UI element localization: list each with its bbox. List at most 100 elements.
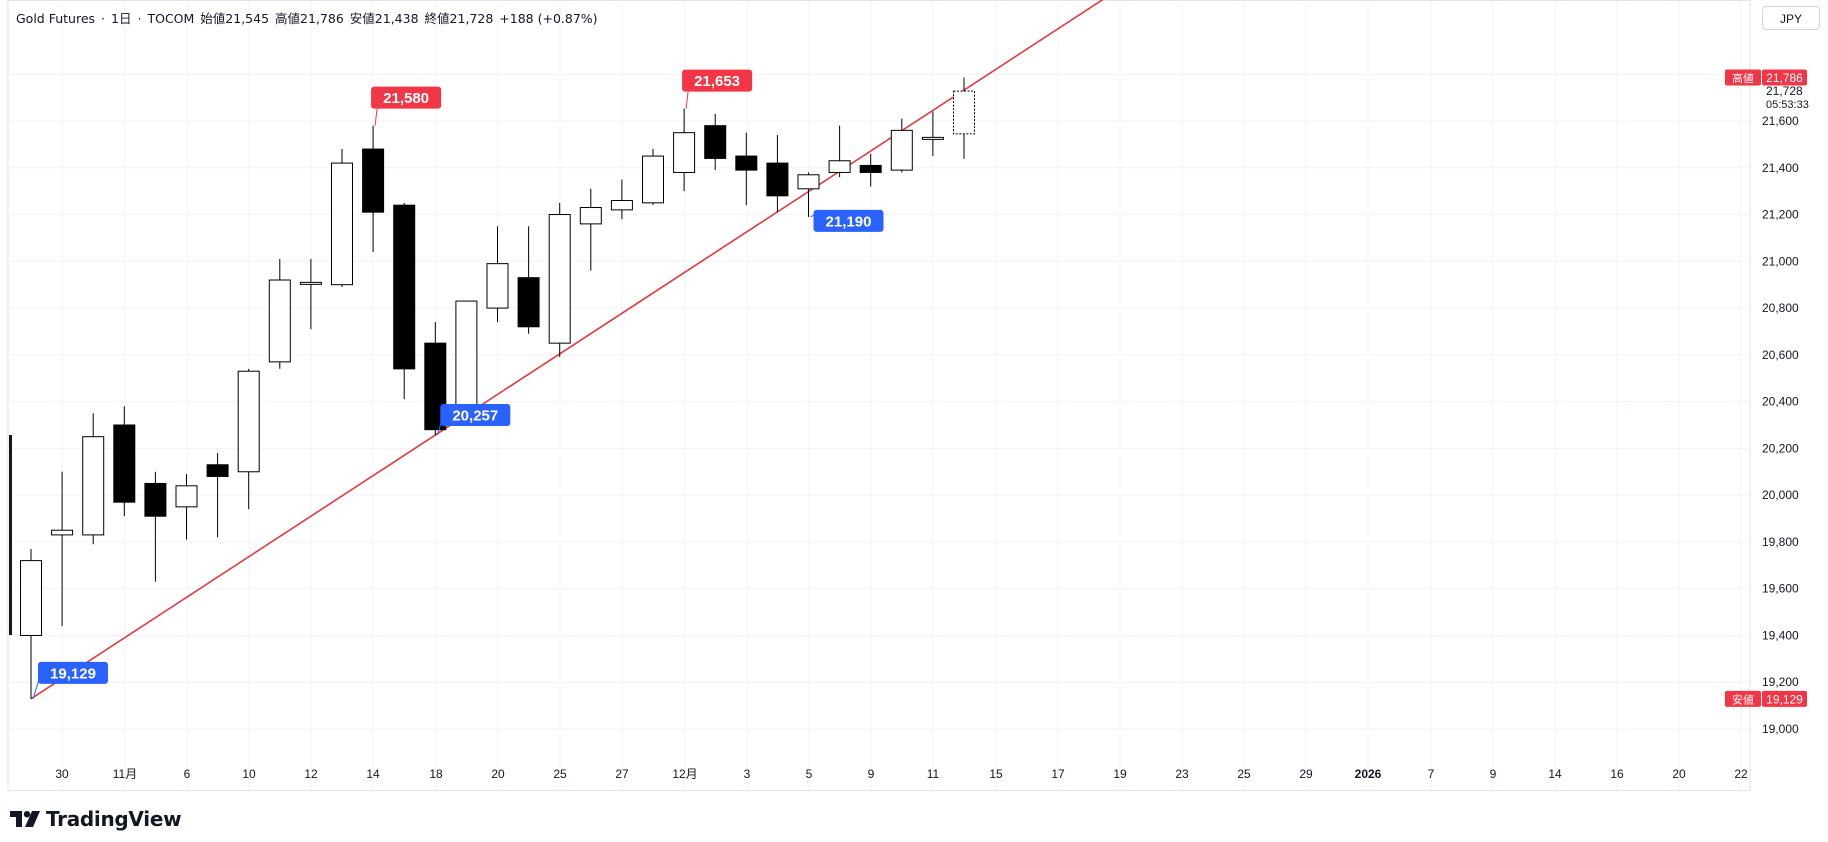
candle[interactable] <box>890 129 913 171</box>
y-tick-label: 21,000 <box>1762 254 1799 268</box>
candle[interactable] <box>51 529 74 536</box>
candle[interactable] <box>517 277 540 328</box>
x-tick-label: 9 <box>868 767 875 781</box>
x-tick-label: 30 <box>55 767 69 781</box>
candle[interactable] <box>579 207 602 225</box>
candle[interactable] <box>642 155 664 204</box>
candle[interactable] <box>610 200 633 211</box>
y-tick-label: 20,200 <box>1762 441 1799 455</box>
currency-button[interactable]: JPY <box>1762 6 1820 30</box>
last-price-value: 21,728 <box>1766 84 1803 98</box>
x-tick-label: 14 <box>1548 767 1562 781</box>
x-tick-label: 15 <box>989 767 1003 781</box>
trendline[interactable] <box>30 0 1145 700</box>
close-value: 終値21,728 <box>424 11 494 26</box>
candle[interactable] <box>331 162 353 286</box>
axis-badge-value: 21,786 <box>1766 71 1803 85</box>
x-tick-label: 16 <box>1610 767 1624 781</box>
candle[interactable] <box>113 424 136 503</box>
high-value: 高値21,786 <box>275 11 344 26</box>
low-value: 安値21,438 <box>349 11 419 26</box>
bar-countdown: 05:53:33 <box>1766 99 1809 111</box>
x-tick-label: 7 <box>1428 767 1435 781</box>
x-tick-label: 22 <box>1734 767 1748 781</box>
price-label-box[interactable] <box>38 661 108 684</box>
axis-badge-label: 安値 <box>1732 692 1754 706</box>
candle[interactable] <box>735 155 758 171</box>
x-tick-label: 17 <box>1051 767 1065 781</box>
x-tick-label: 11月 <box>113 767 137 781</box>
x-tick-label: 25 <box>553 767 567 781</box>
price-label-box[interactable] <box>371 86 442 109</box>
candle[interactable] <box>548 214 571 344</box>
axis-badge-tag <box>1725 690 1761 707</box>
y-tick-label: 21,600 <box>1762 114 1799 128</box>
x-tick-label: 9 <box>1490 767 1497 781</box>
candle[interactable] <box>206 464 229 477</box>
candle[interactable] <box>268 279 291 363</box>
candle[interactable] <box>859 164 882 173</box>
y-tick-label: 21,200 <box>1762 208 1799 222</box>
axis-badge-value: 19,129 <box>1766 692 1803 706</box>
price-label-text: 19,129 <box>50 665 96 682</box>
x-tick-label: 20 <box>491 767 505 781</box>
y-tick-label: 19,600 <box>1762 582 1799 596</box>
candle[interactable] <box>362 148 385 213</box>
x-tick-label: 20 <box>1672 767 1686 781</box>
header-separator: · <box>137 11 142 26</box>
candle[interactable] <box>237 370 260 473</box>
x-tick-label: 5 <box>806 767 813 781</box>
x-tick-label: 11 <box>927 767 940 781</box>
x-tick-label: 23 <box>1175 767 1189 781</box>
symbol-header: Gold Futures · 1日 · TOCOM 始値21,545 高値21,786 安値2… <box>16 8 604 27</box>
candle[interactable] <box>299 281 322 285</box>
candle[interactable] <box>175 485 198 508</box>
y-tick-label: 19,800 <box>1762 535 1799 549</box>
price-label-text: 20,257 <box>452 408 498 425</box>
price-label-text: 21,190 <box>826 213 872 230</box>
axis-badge-label: 高値 <box>1732 71 1754 85</box>
candle[interactable] <box>953 90 975 135</box>
tradingview-brand[interactable]: TradingView <box>10 806 182 832</box>
candle[interactable] <box>797 174 820 190</box>
x-tick-label: 19 <box>1113 767 1127 781</box>
price-label-box[interactable] <box>682 69 753 92</box>
candle[interactable] <box>144 482 167 517</box>
price-label-text: 21,580 <box>383 90 429 107</box>
y-tick-label: 19,000 <box>1762 722 1799 736</box>
y-tick-label: 19,200 <box>1762 675 1799 689</box>
y-tick-label: 20,800 <box>1762 301 1799 315</box>
interval[interactable]: 1日 <box>111 11 132 26</box>
price-label-text: 21,653 <box>694 73 740 90</box>
candle[interactable] <box>393 204 416 370</box>
candle[interactable] <box>82 436 105 536</box>
open-value: 始値21,545 <box>200 11 270 26</box>
axis-badge-tag <box>1725 69 1761 86</box>
candle[interactable] <box>828 160 851 173</box>
header-separator: · <box>101 11 106 26</box>
x-tick-label: 14 <box>366 767 380 781</box>
y-tick-label: 20,000 <box>1762 488 1799 502</box>
candle[interactable] <box>486 263 509 309</box>
x-tick-label: 29 <box>1299 767 1313 781</box>
candle[interactable] <box>766 162 789 197</box>
price-label-box[interactable] <box>440 404 511 427</box>
candle[interactable] <box>921 136 944 140</box>
candle[interactable] <box>673 132 696 173</box>
scroll-marker[interactable] <box>9 435 12 635</box>
axis-badge-value-box <box>1762 690 1807 707</box>
x-tick-label: 25 <box>1237 767 1251 781</box>
symbol-name[interactable]: Gold Futures <box>16 11 96 26</box>
label-connector <box>685 91 689 109</box>
plot-border <box>7 0 1751 791</box>
x-tick-label: 18 <box>429 767 443 781</box>
label-connector <box>374 108 378 126</box>
x-tick-label: 10 <box>242 767 256 781</box>
price-label-box[interactable] <box>813 209 884 232</box>
y-tick-label: 19,400 <box>1762 628 1799 642</box>
candle[interactable] <box>704 125 727 159</box>
candle[interactable] <box>20 560 42 636</box>
x-tick-label: 2026 <box>1355 767 1382 781</box>
x-tick-label: 6 <box>184 767 191 781</box>
